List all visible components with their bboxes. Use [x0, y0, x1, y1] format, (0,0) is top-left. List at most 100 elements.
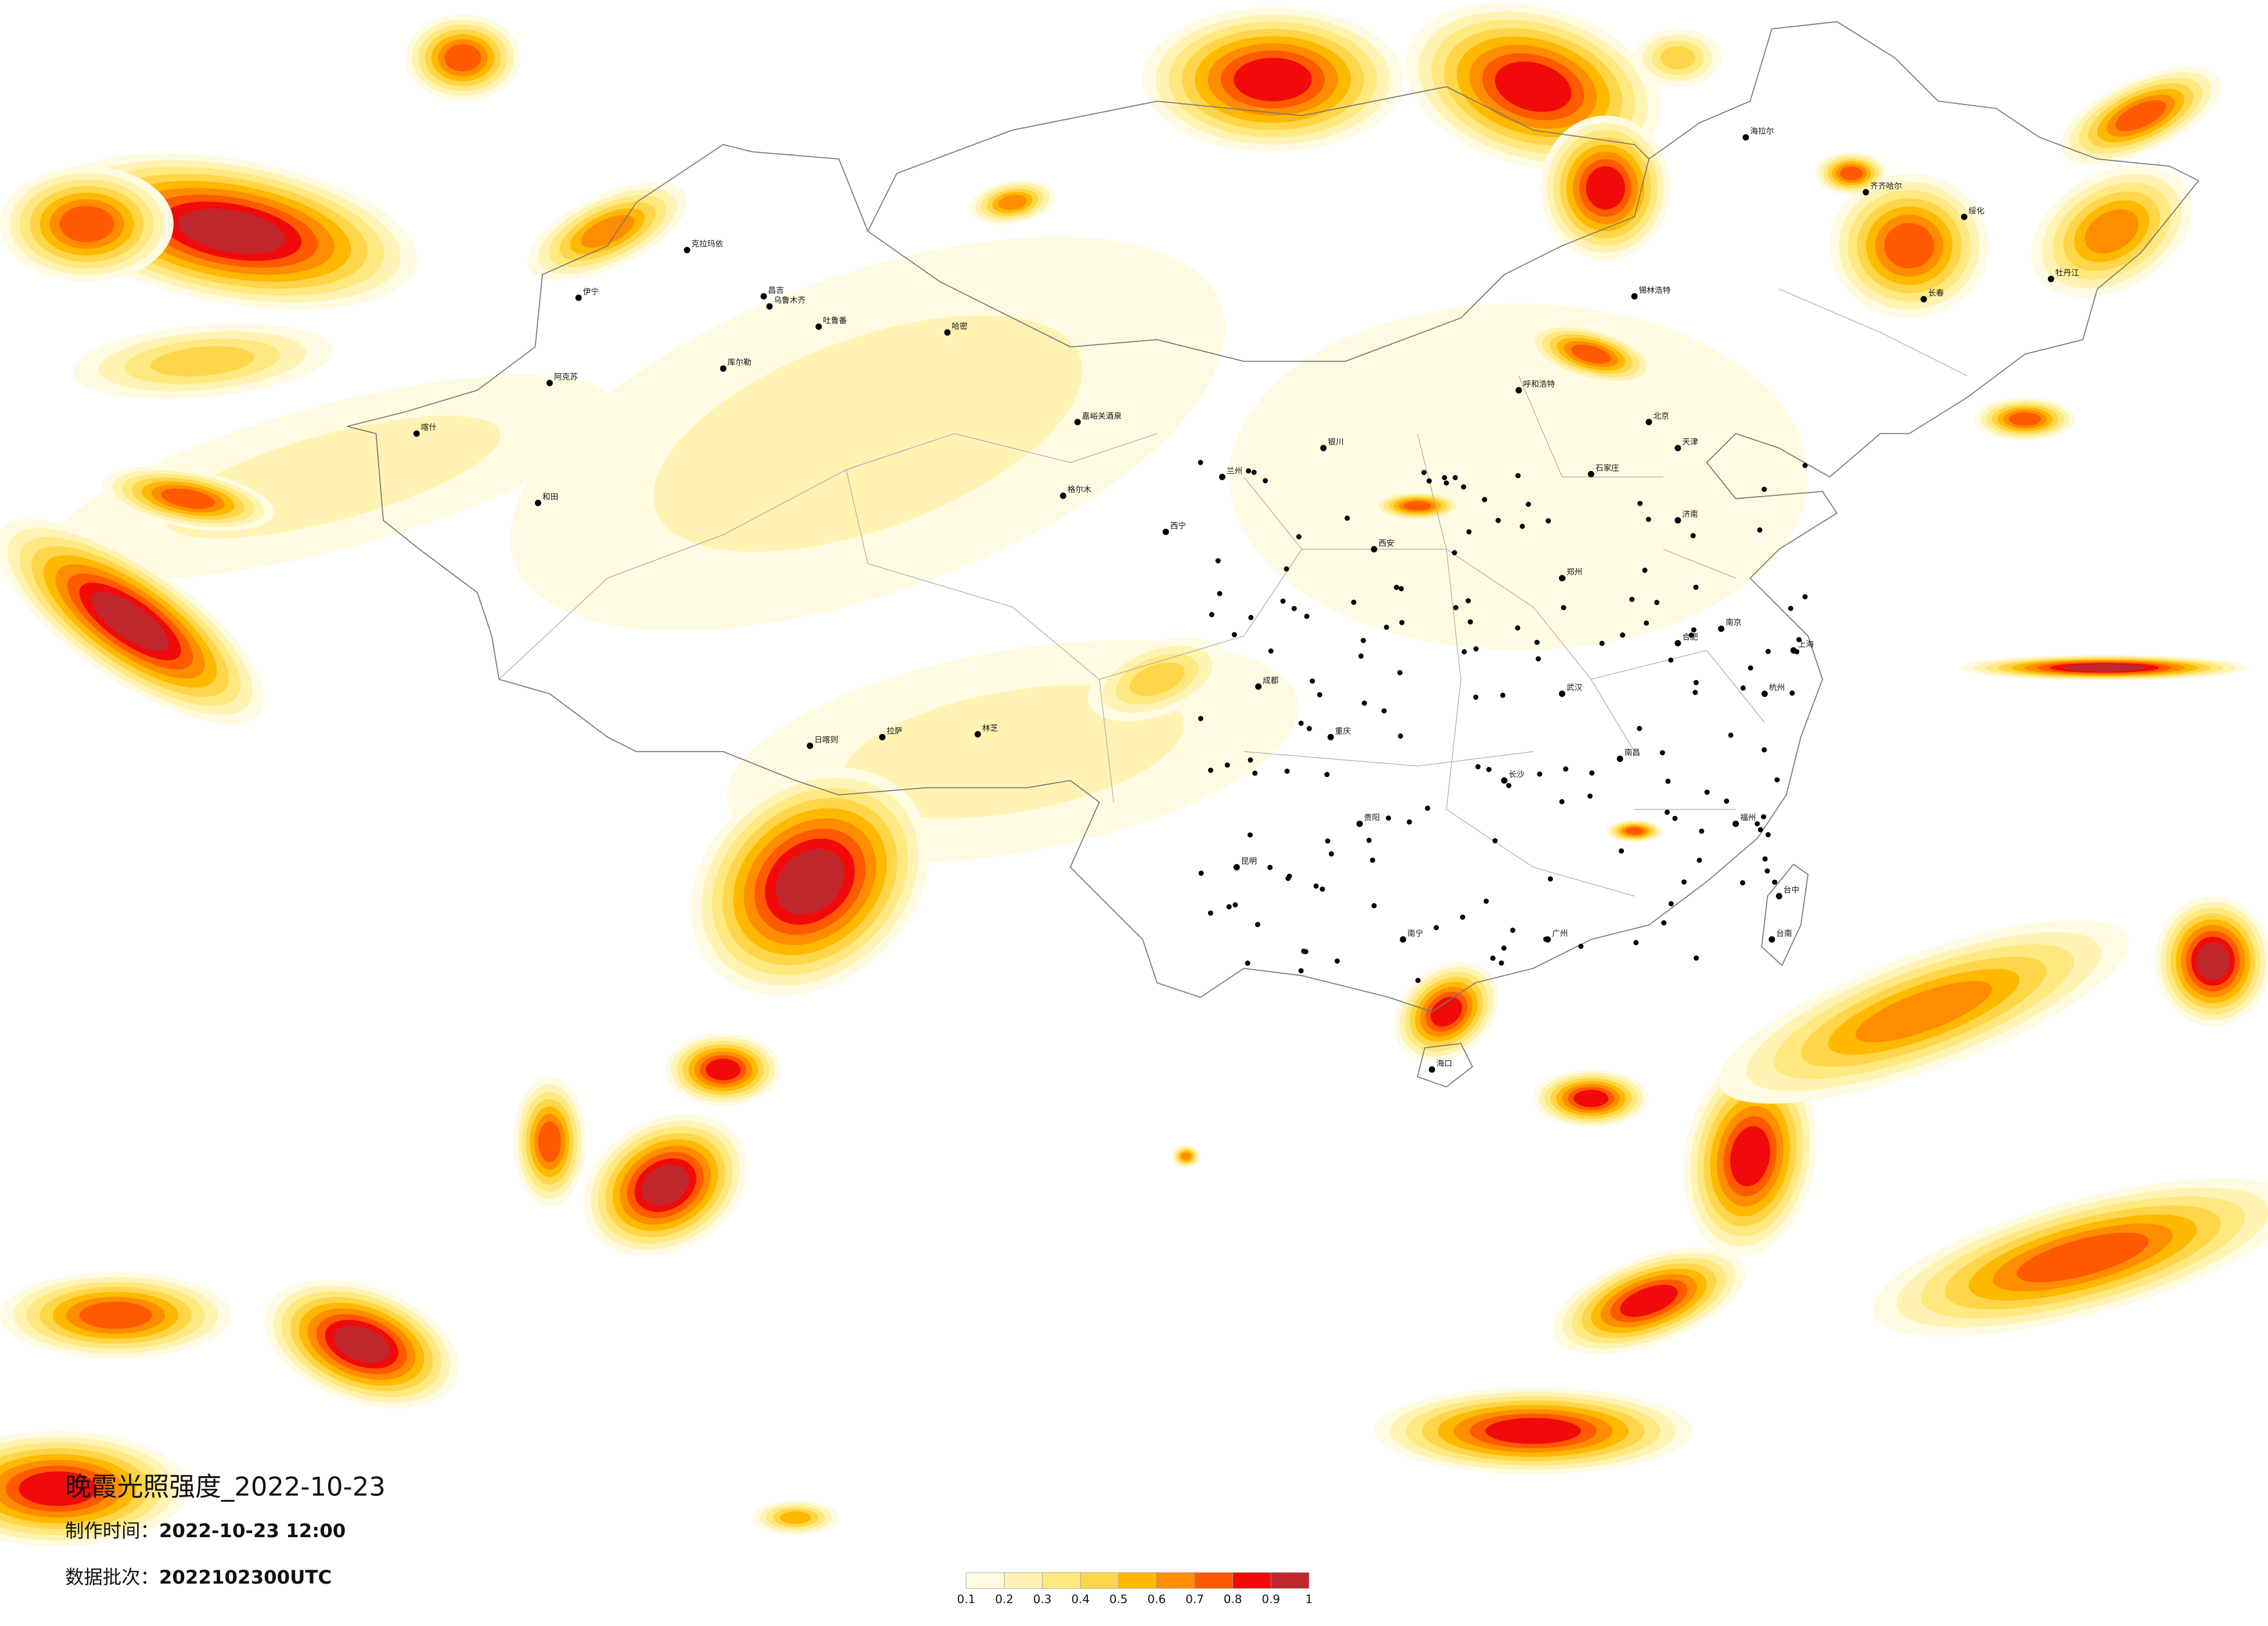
city-dot — [879, 733, 886, 740]
city-label: 齐齐哈尔 — [1870, 182, 1902, 191]
heat-layer — [0, 2, 2268, 1547]
city-dot — [1742, 134, 1749, 141]
city-label: 林芝 — [982, 724, 998, 733]
station-dot — [1345, 515, 1350, 521]
city-label: 银川 — [1328, 438, 1343, 447]
map-title: 晚霞光照强度_2022-10-23 — [65, 1472, 386, 1502]
station-dot — [1644, 620, 1649, 626]
colorbar-tick-label: 1 — [1305, 1593, 1313, 1606]
borders — [347, 21, 2199, 1088]
heat-region — [1730, 1126, 1770, 1186]
station-dot — [1704, 789, 1710, 795]
city-label: 西宁 — [1170, 521, 1186, 531]
city-dot — [720, 365, 727, 372]
city-label: 海口 — [1436, 1059, 1452, 1069]
city-label: 格尔木 — [1067, 485, 1091, 495]
heat-region — [444, 44, 481, 72]
colorbar-tick-label: 0.2 — [995, 1593, 1013, 1606]
station-dot — [1688, 632, 1694, 638]
heat-region — [59, 206, 114, 243]
colorbar-tick-label: 0.1 — [957, 1593, 976, 1606]
station-dot — [1310, 678, 1315, 684]
city-label: 乌鲁木齐 — [774, 296, 806, 305]
station-dot — [1589, 770, 1595, 776]
station-dot — [1545, 518, 1551, 524]
city-label: 昆明 — [1241, 857, 1257, 866]
station-dot — [1510, 927, 1516, 933]
heat-region — [2115, 100, 2166, 131]
city-dot — [1863, 189, 1870, 196]
city-label: 喀什 — [421, 423, 437, 433]
city-label: 石家庄 — [1595, 463, 1619, 473]
station-dot — [1496, 517, 1501, 523]
station-dot — [1691, 627, 1696, 633]
station-dot — [1587, 793, 1593, 799]
station-dot — [1425, 805, 1430, 811]
station-dot — [1796, 636, 1802, 642]
colorbar-box — [1232, 1572, 1271, 1589]
colorbar-box — [1194, 1572, 1234, 1589]
city-label: 锡林浩特 — [1639, 286, 1671, 295]
city-dot — [684, 247, 691, 254]
city-dot — [1059, 492, 1066, 499]
city-dot — [1320, 445, 1327, 452]
heat-region — [1573, 1089, 1609, 1107]
heat-region — [1571, 344, 1611, 364]
city-label: 呼和浩特 — [1523, 380, 1555, 389]
city-dot — [1674, 445, 1681, 452]
station-dot — [1693, 584, 1699, 590]
colorbar-tick-label: 0.4 — [1071, 1593, 1090, 1606]
station-dot — [1668, 657, 1674, 663]
station-dot — [1665, 778, 1671, 784]
station-dot — [1267, 865, 1273, 870]
station-dot — [1755, 821, 1760, 827]
station-dot — [1381, 708, 1387, 714]
city-label: 哈密 — [952, 321, 968, 331]
city-dot — [1645, 419, 1652, 426]
station-dot — [1525, 501, 1531, 507]
city-dot — [1961, 213, 1968, 220]
city-label: 郑州 — [1566, 568, 1582, 577]
heat-region — [1430, 997, 1462, 1027]
city-dot — [2047, 275, 2054, 282]
station-dot — [1426, 478, 1432, 484]
city-dot — [575, 294, 582, 301]
heat-region — [1884, 223, 1935, 269]
station-dot — [1224, 762, 1230, 768]
city-dot — [1429, 1066, 1435, 1073]
city-label: 牡丹江 — [2055, 268, 2079, 278]
colorbar-box — [966, 1572, 1005, 1589]
heat-region — [1660, 46, 1695, 70]
heat-region — [775, 848, 844, 915]
city-label: 北京 — [1654, 412, 1669, 421]
station-dot — [1762, 856, 1768, 862]
heat-region — [2196, 942, 2230, 980]
station-dot — [1280, 598, 1286, 604]
station-dot — [1248, 757, 1253, 763]
city-label: 台南 — [1776, 929, 1792, 938]
station-dot — [1433, 924, 1439, 930]
station-dot — [1547, 876, 1553, 882]
station-dot — [1739, 880, 1745, 886]
station-dot — [1774, 777, 1780, 783]
heat-region — [2084, 209, 2139, 254]
station-dot — [1500, 692, 1505, 698]
station-dot — [1397, 670, 1403, 675]
station-dot — [1681, 879, 1687, 885]
city-label: 成都 — [1263, 676, 1279, 685]
city-label: 合肥 — [1682, 633, 1698, 642]
city-dot — [534, 499, 541, 506]
heat-region — [2009, 412, 2041, 426]
station-dot — [1757, 827, 1763, 833]
station-dot — [1802, 463, 1808, 468]
station-dot — [1268, 648, 1274, 654]
station-dot — [1421, 470, 1427, 476]
station-dot — [1515, 625, 1521, 631]
station-dot — [1304, 613, 1310, 619]
station-dot — [1486, 767, 1492, 772]
heat-region — [641, 1164, 689, 1206]
station-dot — [1802, 594, 1808, 600]
